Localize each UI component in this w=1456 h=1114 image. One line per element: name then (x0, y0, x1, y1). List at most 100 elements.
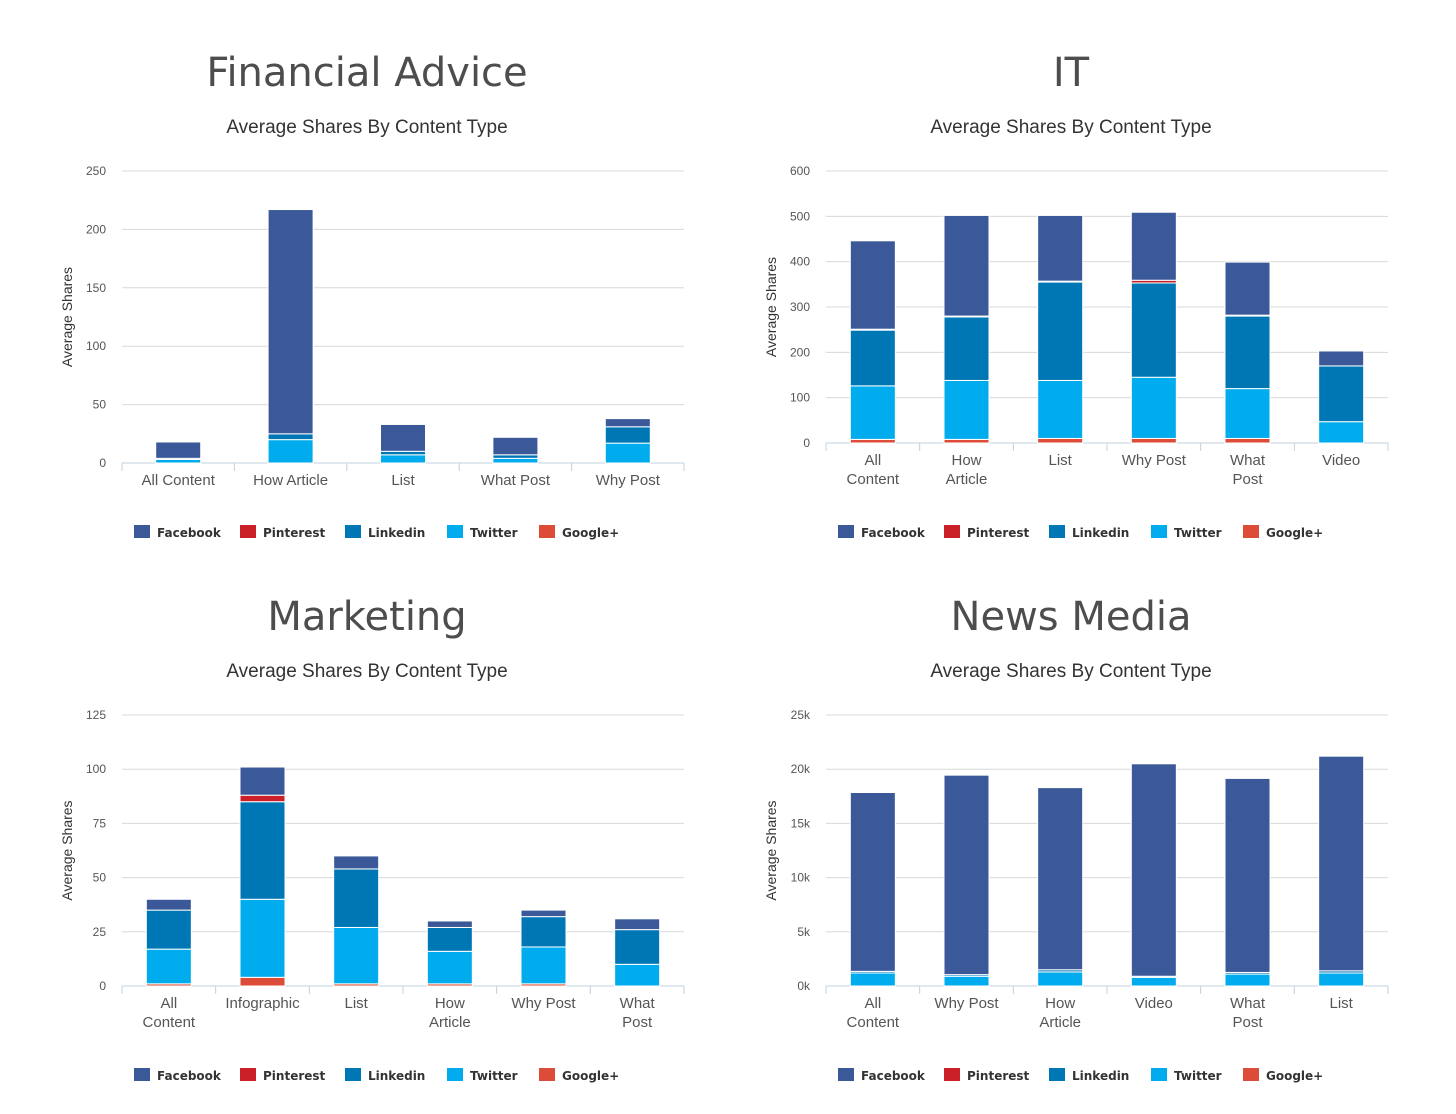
marketing-y-tick-label: 0 (99, 979, 106, 993)
financial-advice-legend-item-linkedin[interactable]: Linkedin (345, 525, 425, 540)
it-legend-label: Pinterest (967, 526, 1030, 540)
it-category-label: Why Post (1122, 452, 1187, 469)
news-media-y-tick-label: 5k (797, 925, 811, 939)
marketing-y-tick-label: 50 (93, 871, 107, 885)
financial-advice-bar-how-article-twitter (267, 439, 314, 464)
financial-advice-category-label: What Post (481, 472, 551, 489)
it-bar-how-article-linkedin (943, 316, 990, 381)
marketing-legend-item-facebook[interactable]: Facebook (134, 1068, 222, 1083)
financial-advice-legend-item-facebook[interactable]: Facebook (134, 525, 222, 540)
news-media-category-label: How Article (1039, 995, 1081, 1031)
financial-advice-bar-why-post-twitter (604, 442, 651, 464)
financial-advice-y-tick-label: 150 (86, 281, 106, 295)
marketing-bar-list-linkedin (333, 868, 380, 928)
news-media-bar-how-article-facebook (1037, 787, 1084, 971)
marketing-legend-label: Linkedin (368, 1069, 425, 1083)
news-media-category-label: All Content (847, 995, 900, 1031)
news-media-panel-title: News Media (951, 594, 1192, 640)
it-legend-item-twitter[interactable]: Twitter (1151, 525, 1222, 540)
it-category-label: How Article (946, 452, 988, 488)
financial-advice-legend-label: Pinterest (263, 526, 326, 540)
it-legend-label: Linkedin (1072, 526, 1129, 540)
it-y-tick-label: 600 (790, 164, 810, 178)
financial-advice-y-tick-label: 100 (86, 339, 106, 353)
marketing-legend-label: Facebook (157, 1069, 222, 1083)
panel-financial-advice: Financial Advice Average Shares By Conten… (59, 50, 685, 540)
financial-advice-legend-item-google[interactable]: Google+ (539, 525, 619, 540)
financial-advice-bar-what-post-twitter (492, 457, 539, 464)
it-bar-list-google (1037, 437, 1084, 444)
marketing-legend-item-linkedin[interactable]: Linkedin (345, 1068, 425, 1083)
financial-advice-category-label: Why Post (596, 472, 661, 489)
marketing-y-tick-label: 100 (86, 762, 106, 776)
news-media-legend-item-linkedin[interactable]: Linkedin (1049, 1068, 1129, 1083)
it-legend-swatch-facebook (838, 525, 854, 538)
financial-advice-bar-what-post-facebook (492, 436, 539, 456)
news-media-y-axis-label: Average Shares (763, 800, 779, 900)
it-bar-why-post-facebook (1130, 211, 1177, 281)
it-bar-list-twitter (1037, 379, 1084, 439)
it-legend-label: Facebook (861, 526, 926, 540)
it-y-tick-label: 400 (790, 255, 810, 269)
news-media-legend-item-twitter[interactable]: Twitter (1151, 1068, 1222, 1083)
news-media-category-label: Video (1135, 995, 1173, 1012)
it-bar-how-article-twitter (943, 379, 990, 440)
marketing-panel-title: Marketing (267, 594, 466, 640)
news-media-bar-list-facebook (1318, 755, 1365, 972)
it-bar-what-post-facebook (1224, 261, 1271, 316)
marketing-y-tick-label: 75 (93, 816, 107, 830)
it-y-tick-label: 500 (790, 209, 810, 223)
marketing-bar-infographic-google (239, 976, 286, 987)
news-media-bar-why-post-twitter (943, 975, 990, 987)
it-bar-video-linkedin (1318, 365, 1365, 423)
financial-advice-y-axis-label: Average Shares (59, 267, 75, 367)
financial-advice-bar-all-content-facebook (155, 441, 202, 459)
marketing-category-label: How Article (429, 995, 471, 1031)
it-y-tick-label: 0 (803, 436, 810, 450)
marketing-legend-item-google[interactable]: Google+ (539, 1068, 619, 1083)
it-legend-swatch-linkedin (1049, 525, 1065, 538)
marketing-legend-item-pinterest[interactable]: Pinterest (240, 1068, 326, 1083)
financial-advice-legend-item-pinterest[interactable]: Pinterest (240, 525, 326, 540)
marketing-category-label: List (344, 995, 368, 1012)
financial-advice-category-label: List (391, 472, 415, 489)
news-media-legend-item-facebook[interactable]: Facebook (838, 1068, 926, 1083)
it-bar-video-facebook (1318, 350, 1365, 367)
news-media-bar-how-article-twitter (1037, 971, 1084, 987)
news-media-legend-item-google[interactable]: Google+ (1243, 1068, 1323, 1083)
marketing-bar-why-post-facebook (520, 909, 567, 918)
financial-advice-bar-all-content-twitter (155, 458, 202, 464)
marketing-legend-label: Twitter (470, 1069, 518, 1083)
it-y-tick-label: 200 (790, 345, 810, 359)
news-media-legend-item-pinterest[interactable]: Pinterest (944, 1068, 1030, 1083)
it-bar-all-content-google (849, 438, 896, 444)
news-media-legend-swatch-facebook (838, 1068, 854, 1081)
it-legend-swatch-pinterest (944, 525, 960, 538)
marketing-bar-all-content-linkedin (145, 909, 192, 950)
news-media-chart-title: Average Shares By Content Type (930, 661, 1211, 682)
it-legend-item-google[interactable]: Google+ (1243, 525, 1323, 540)
financial-advice-bar-why-post-facebook (604, 418, 651, 428)
news-media-bar-list-twitter (1318, 972, 1365, 987)
news-media-legend-label: Facebook (861, 1069, 926, 1083)
it-legend-label: Twitter (1174, 526, 1222, 540)
it-legend-item-pinterest[interactable]: Pinterest (944, 525, 1030, 540)
financial-advice-legend-swatch-twitter (447, 525, 463, 538)
marketing-bar-how-article-twitter (426, 950, 473, 985)
financial-advice-legend-item-twitter[interactable]: Twitter (447, 525, 518, 540)
marketing-y-axis-label: Average Shares (59, 800, 75, 900)
it-bar-all-content-facebook (849, 240, 896, 330)
news-media-bar-video-twitter (1130, 976, 1177, 987)
financial-advice-bar-list-linkedin (380, 450, 426, 456)
marketing-category-label: What Post (620, 995, 656, 1031)
news-media-category-label: List (1329, 995, 1353, 1012)
news-media-y-tick-label: 20k (791, 762, 811, 776)
financial-advice-y-tick-label: 0 (99, 456, 106, 470)
marketing-legend-swatch-google (539, 1068, 555, 1081)
it-legend-item-facebook[interactable]: Facebook (838, 525, 926, 540)
it-y-tick-label: 100 (790, 391, 810, 405)
news-media-bar-what-post-twitter (1224, 973, 1271, 987)
marketing-legend-item-twitter[interactable]: Twitter (447, 1068, 518, 1083)
it-legend-item-linkedin[interactable]: Linkedin (1049, 525, 1129, 540)
it-y-axis-label: Average Shares (763, 257, 779, 357)
